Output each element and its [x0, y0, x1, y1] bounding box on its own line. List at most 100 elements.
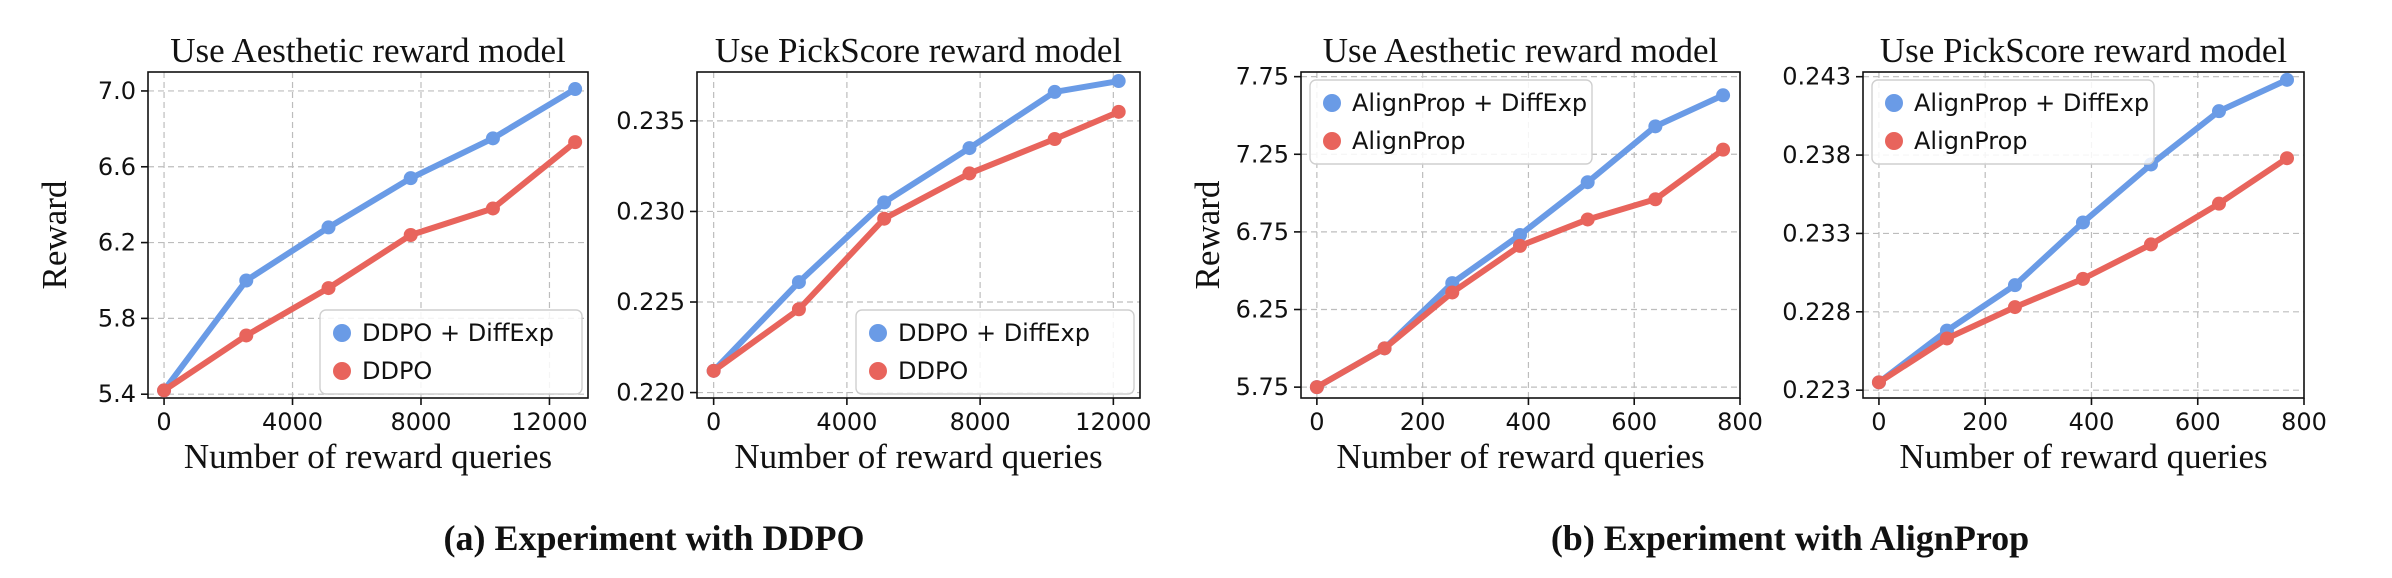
legend-marker: [1885, 132, 1903, 150]
y-tick-label: 6.75: [1236, 218, 1289, 246]
data-point: [2007, 278, 2022, 293]
data-point: [2211, 104, 2226, 119]
y-tick-label: 5.75: [1236, 373, 1289, 401]
y-tick-label: 0.225: [616, 288, 685, 316]
series-line: [1875, 155, 2290, 386]
legend-box: [855, 309, 1135, 395]
data-point: [1111, 104, 1126, 119]
legend-entry: DDPO: [362, 357, 432, 385]
legend-box: [1309, 79, 1593, 165]
y-tick-label: 0.243: [1782, 63, 1851, 91]
data-point: [568, 135, 583, 150]
chart-4: 0 200 400 600 800 0.223 0.228 0.233 0.238 0.243 Us…: [1782, 31, 2327, 476]
chart-3: 0 200 400 600 800 5.75 6.25 6.75 7.25 7.75 Use Aes…: [1188, 31, 1763, 476]
legend-entry: DDPO + DiffExp: [898, 319, 1090, 347]
data-point: [1648, 192, 1663, 207]
x-axis-label: Number of reward queries: [734, 437, 1102, 476]
data-point: [1939, 331, 1954, 346]
x-axis-label: Number of reward queries: [1899, 437, 2267, 476]
legend-entry: DDPO: [898, 357, 968, 385]
data-point: [877, 211, 892, 226]
y-tick-label: 0.238: [1782, 141, 1851, 169]
y-tick-label: 7.0: [98, 77, 136, 105]
x-tick-label: 0: [706, 408, 721, 436]
legend-box: [1871, 79, 2155, 165]
data-point: [706, 363, 721, 378]
x-tick-label: 12000: [1075, 408, 1151, 436]
legend-marker: [869, 362, 887, 380]
series-line: [161, 86, 579, 394]
data-point: [1111, 74, 1126, 89]
data-point: [962, 141, 977, 156]
data-point: [1716, 88, 1731, 103]
chart-title: Use PickScore reward model: [715, 31, 1123, 70]
x-tick-label: 8000: [950, 408, 1011, 436]
y-axis-label: Reward: [35, 180, 74, 289]
data-point: [877, 195, 892, 210]
data-point: [2211, 196, 2226, 211]
x-tick-label: 400: [2069, 408, 2115, 436]
legend-entry: AlignProp: [1914, 127, 2028, 155]
data-point: [1871, 375, 1886, 390]
y-tick-label: 6.2: [98, 229, 136, 257]
data-point: [1047, 84, 1062, 99]
data-point: [1580, 175, 1595, 190]
data-point: [485, 201, 500, 216]
data-point: [1580, 212, 1595, 227]
legend-marker: [333, 324, 351, 342]
y-tick-label: 5.8: [98, 304, 136, 332]
plot-frame: [1300, 71, 1741, 399]
x-tick-label: 4000: [262, 408, 323, 436]
series-line: [710, 78, 1122, 374]
x-tick-label: 200: [1962, 408, 2008, 436]
legend-entry: AlignProp + DiffExp: [1352, 89, 1587, 117]
data-point: [403, 171, 418, 186]
x-tick-label: 200: [1400, 408, 1446, 436]
y-tick-label: 0.233: [1782, 219, 1851, 247]
series-line: [1313, 146, 1727, 391]
y-axis-label: Reward: [1188, 180, 1227, 289]
data-point: [2007, 300, 2022, 315]
y-tick-label: 0.228: [1782, 298, 1851, 326]
x-axis-label: Number of reward queries: [184, 437, 552, 476]
legend-marker: [1323, 94, 1341, 112]
data-point: [321, 281, 336, 296]
legend-entry: DDPO + DiffExp: [362, 319, 554, 347]
data-point: [2279, 72, 2294, 87]
x-tick-label: 600: [1611, 408, 1657, 436]
legend-marker: [333, 362, 351, 380]
data-point: [403, 228, 418, 242]
caption-a: (a) Experiment with DDPO: [444, 518, 865, 558]
y-tick-label: 0.220: [616, 379, 685, 407]
data-point: [962, 166, 977, 181]
y-tick-label: 0.230: [616, 197, 685, 225]
data-point: [485, 131, 500, 146]
data-point: [2279, 151, 2294, 166]
y-tick-label: 5.4: [98, 380, 136, 408]
x-tick-label: 800: [2281, 408, 2327, 436]
data-point: [1512, 238, 1527, 253]
legend-marker: [1885, 94, 1903, 112]
data-point: [1309, 380, 1324, 395]
data-point: [1445, 285, 1460, 300]
data-point: [568, 82, 583, 97]
plot-frame: [696, 71, 1141, 399]
x-tick-label: 8000: [390, 408, 451, 436]
x-tick-label: 0: [1309, 408, 1324, 436]
series-line: [161, 139, 579, 394]
series-line: [710, 108, 1122, 374]
y-tick-label: 0.223: [1782, 376, 1851, 404]
x-tick-label: 12000: [511, 408, 587, 436]
data-point: [1716, 142, 1731, 157]
y-tick-label: 6.6: [98, 153, 136, 181]
data-point: [2075, 215, 2090, 230]
legend-entry: AlignProp + DiffExp: [1914, 89, 2149, 117]
plot-frame: [147, 71, 589, 399]
x-tick-label: 800: [1717, 408, 1763, 436]
x-tick-label: 600: [2175, 408, 2221, 436]
y-tick-label: 6.25: [1236, 296, 1289, 324]
x-tick-label: 0: [156, 408, 171, 436]
data-point: [239, 328, 254, 343]
